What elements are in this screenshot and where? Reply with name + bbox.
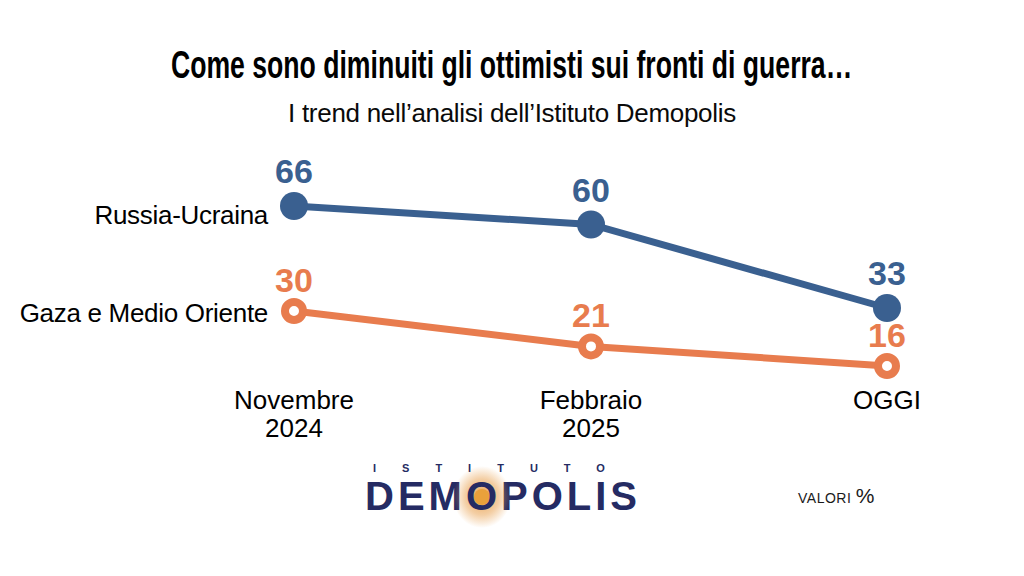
data-point (873, 294, 901, 322)
logo-istituto-text: ISTITUTO (365, 462, 645, 474)
values-unit-note: VALORI % (798, 484, 874, 508)
note-label: VALORI (798, 490, 851, 506)
data-point (878, 357, 896, 375)
percent-sign: % (856, 484, 875, 507)
logo-text-part1: DEM (365, 474, 466, 518)
data-point (285, 302, 303, 320)
logo-target-o-icon: O (466, 474, 501, 518)
logo-text-part2: POLIS (501, 474, 641, 518)
data-point (280, 192, 308, 220)
logo-demopolis-text: DEMOPOLIS (365, 474, 645, 518)
demopolis-logo: ISTITUTO DEMOPOLIS (365, 462, 645, 518)
infographic-page: Come sono diminuiti gli ottimisti sui fr… (0, 0, 1024, 576)
data-point (577, 211, 605, 239)
data-point (582, 337, 600, 355)
